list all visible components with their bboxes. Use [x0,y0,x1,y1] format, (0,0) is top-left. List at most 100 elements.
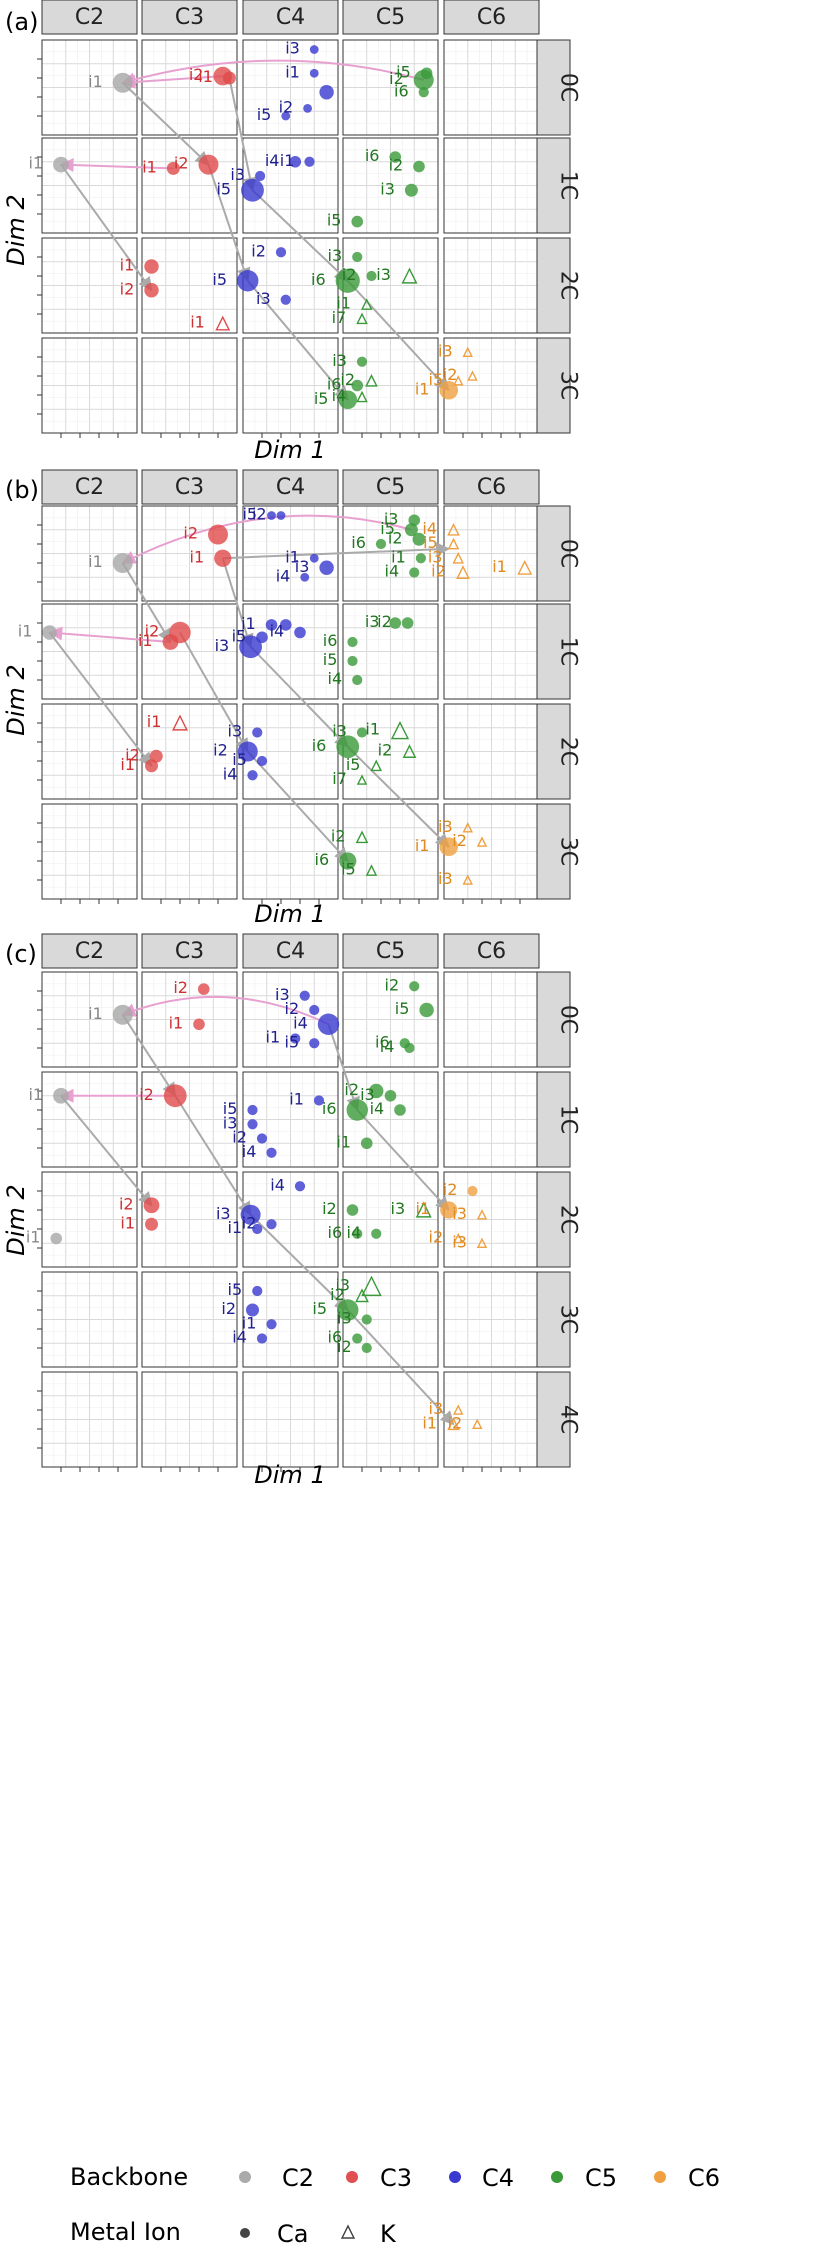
point-label: i1 [142,157,157,176]
panel-border [342,1071,439,1168]
y-axis-label: Dim 2 [2,194,30,265]
column-strip-label: C6 [477,5,506,30]
data-point [360,298,373,310]
data-point [144,259,159,274]
data-point [241,178,264,202]
point-label: i6 [394,81,409,100]
point-label: i1 [492,557,507,576]
point-label: i5 [323,650,338,669]
point-label: i2 [232,1128,247,1147]
column-strip-label: C2 [75,475,104,500]
point-label: i1 [415,836,430,855]
column-strip-label: C3 [175,475,204,500]
column-strip-label: C4 [276,475,305,500]
arrow [207,164,251,283]
point-label: i5 [346,755,361,774]
point-label: i2 [388,528,403,547]
point-label: i3 [215,636,230,655]
point-label: i6 [375,1032,390,1051]
data-point [352,1333,363,1344]
data-point [404,523,418,537]
arrow [121,74,223,89]
column-strip [443,469,540,505]
data-point [337,1299,359,1321]
row-strip-label: 2C [556,737,581,766]
data-point [517,559,533,575]
data-point [256,755,268,767]
row-strip [536,1171,571,1268]
panel-border [141,39,238,136]
data-point [371,1228,382,1239]
data-point [247,1119,258,1130]
point-label: i2 [331,826,346,845]
panel-border [242,1271,339,1368]
data-point [456,565,470,579]
data-point [404,183,418,197]
x-axis-label: Dim 1 [254,1461,325,1489]
panel-border [41,137,138,234]
column-strip-label: C4 [276,5,305,30]
point-label: i1 [120,1213,135,1232]
data-point [390,721,410,740]
point-label: i2 [174,154,189,173]
row-strip [536,971,571,1068]
point-label: i2 [120,279,135,298]
point-label: i3 [438,341,453,360]
point-label: i4 [332,386,347,405]
point-label: i5 [223,1099,238,1118]
data-point [266,1219,277,1230]
data-point [53,1087,69,1104]
arrow [221,557,254,649]
point-label: i3 [328,246,343,265]
point-label: i1 [280,151,295,170]
data-point [237,270,259,292]
panel-border [141,337,238,434]
point-label: i2 [252,505,267,524]
column-strip [141,0,238,35]
data-point [169,621,191,644]
point-label: i3 [391,1199,406,1218]
data-point [361,1314,372,1325]
column-strip-label: C5 [376,475,405,500]
point-label: i3 [380,179,395,198]
data-point [299,990,310,1001]
arrow [179,632,249,753]
legend-c5-label: C5 [585,2164,617,2192]
column-strip [342,0,439,35]
row-strip-label: 0C [556,539,581,568]
data-point [476,1237,488,1249]
row-strip [536,39,571,136]
data-point [252,727,263,738]
column-strip [141,469,238,505]
point-label: i2 [431,562,446,581]
legend-backbone-item-c2: C2 [239,2164,314,2192]
data-point [338,390,358,410]
point-label: i4 [422,519,437,538]
row-strip-label: 0C [556,73,581,102]
point-label: i5 [380,519,395,538]
panel-border [41,237,138,334]
column-strip [141,933,238,969]
point-label: i6 [312,736,327,755]
legend: Backbone C2 C3 C4 C5 C6 Metal Ion Ca K [70,2163,720,2248]
data-point [447,537,460,550]
point-label: i1 [241,614,256,633]
panel-border [41,603,138,700]
data-point [415,1201,432,1218]
point-label: i5 [396,62,411,81]
point-label: i3 [335,1275,350,1294]
column-strip-label: C4 [276,939,305,964]
arrow [60,1095,153,1207]
point-label: i4 [265,151,280,170]
data-point [143,1197,160,1214]
point-label: i1 [391,547,406,566]
panel-border [41,1071,138,1168]
point-label: i3 [376,265,391,284]
point-label: i3 [452,1232,467,1251]
data-point [246,1303,259,1317]
data-point [256,1333,268,1344]
point-label: i1 [88,552,103,571]
row-strip [536,505,571,602]
